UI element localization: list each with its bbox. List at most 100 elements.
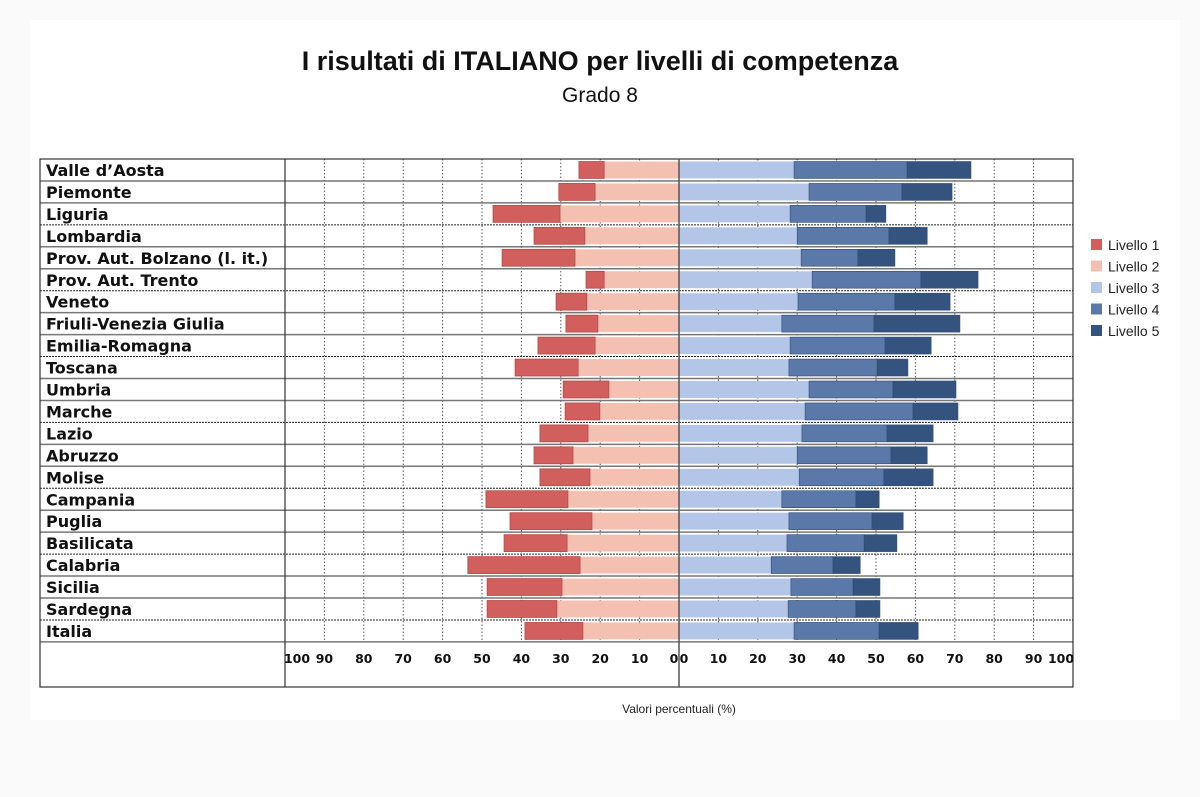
- right-tick-label: 100: [1048, 651, 1074, 666]
- right-tick-label: 80: [985, 651, 1003, 666]
- bar-livello-3: [679, 424, 802, 442]
- left-tick-label: 10: [631, 651, 649, 666]
- left-tick-label: 90: [316, 651, 334, 666]
- chart-title: I risultati di ITALIANO per livelli di c…: [301, 46, 899, 76]
- bar-livello-5: [873, 314, 961, 333]
- bar-livello-1: [492, 204, 561, 223]
- left-tick-label: 0: [670, 651, 679, 666]
- bar-livello-3: [679, 600, 789, 618]
- bar-livello-5: [894, 292, 951, 311]
- left-tick-label: 100: [284, 651, 310, 666]
- legend-label: Livello 2: [1108, 259, 1160, 275]
- left-tick-label: 30: [552, 651, 570, 666]
- bar-livello-2: [573, 446, 679, 464]
- bar-livello-2: [591, 512, 679, 530]
- left-tick-label: 60: [434, 651, 452, 666]
- row-label: Campania: [46, 490, 135, 509]
- bar-livello-3: [679, 227, 798, 245]
- bar-livello-5: [883, 468, 934, 487]
- bar-livello-2: [556, 600, 679, 618]
- x-axis-label: Valori percentuali (%): [622, 702, 736, 716]
- row-label: Veneto: [46, 293, 109, 312]
- bar-livello-1: [503, 534, 568, 553]
- bar-livello-2: [578, 359, 679, 376]
- legend-label: Livello 1: [1108, 237, 1160, 253]
- bar-livello-5: [878, 622, 919, 640]
- bar-livello-1: [585, 270, 605, 289]
- left-tick-label: 80: [355, 651, 373, 666]
- row-label: Molise: [46, 468, 104, 487]
- row-label: Prov. Aut. Trento: [46, 271, 198, 290]
- bar-livello-3: [679, 512, 789, 530]
- bar-livello-3: [679, 161, 795, 179]
- bar-livello-2: [561, 578, 679, 596]
- bar-livello-3: [679, 446, 798, 464]
- bar-livello-1: [467, 556, 581, 574]
- bar-livello-2: [586, 293, 679, 311]
- bar-livello-4: [798, 468, 885, 487]
- bar-livello-3: [679, 359, 789, 376]
- bar-livello-2: [560, 205, 679, 223]
- bar-livello-2: [604, 161, 679, 179]
- bar-livello-4: [787, 600, 857, 618]
- legend-swatch: [1091, 303, 1102, 315]
- bar-livello-1: [558, 183, 596, 201]
- bar-livello-3: [679, 381, 810, 398]
- row-label: Puglia: [46, 512, 102, 531]
- right-tick-label: 10: [710, 651, 728, 666]
- bar-livello-5: [832, 556, 861, 574]
- row-label: Lazio: [46, 424, 93, 443]
- bar-livello-5: [884, 336, 932, 355]
- bar-livello-2: [574, 249, 679, 267]
- bar-livello-4: [808, 183, 903, 201]
- row-label: Valle d’Aosta: [46, 161, 165, 180]
- left-tick-label: 50: [473, 651, 491, 666]
- row-label: Friuli-Venezia Giulia: [46, 315, 225, 334]
- bar-livello-4: [801, 424, 888, 443]
- bar-livello-4: [789, 205, 867, 223]
- bar-livello-3: [679, 578, 791, 596]
- bar-livello-4: [793, 161, 908, 179]
- right-tick-label: 0: [680, 651, 689, 666]
- bar-livello-4: [781, 490, 857, 509]
- bar-livello-3: [679, 402, 806, 420]
- bar-livello-2: [589, 468, 679, 486]
- legend-label: Livello 5: [1108, 323, 1160, 339]
- bar-livello-5: [886, 424, 934, 443]
- bar-livello-5: [863, 534, 898, 552]
- bar-livello-1: [539, 468, 591, 487]
- bar-livello-2: [597, 315, 679, 333]
- bar-livello-1: [533, 446, 574, 465]
- bar-livello-3: [679, 205, 791, 223]
- bar-livello-2: [567, 490, 679, 508]
- bar-livello-2: [595, 183, 679, 201]
- bar-livello-3: [679, 271, 813, 289]
- bar-livello-4: [808, 380, 894, 399]
- row-label: Prov. Aut. Bolzano (l. it.): [46, 249, 268, 268]
- bar-livello-5: [871, 512, 904, 530]
- right-tick-label: 60: [907, 651, 925, 666]
- chart-frame: [39, 158, 1074, 688]
- bar-livello-1: [509, 512, 593, 531]
- row-label: Italia: [46, 622, 92, 641]
- row-label: Sardegna: [46, 600, 132, 619]
- row-label: Lombardia: [46, 227, 142, 246]
- bar-livello-3: [679, 293, 798, 311]
- bar-livello-5: [855, 600, 881, 618]
- bar-livello-2: [582, 622, 679, 640]
- legend-swatch: [1091, 260, 1102, 272]
- legend-swatch: [1091, 282, 1102, 293]
- left-tick-label: 40: [513, 651, 531, 666]
- bar-livello-3: [679, 468, 800, 486]
- bar-livello-4: [788, 512, 873, 530]
- bar-livello-4: [797, 292, 896, 311]
- bar-livello-1: [562, 380, 610, 399]
- bar-livello-3: [679, 556, 772, 574]
- bar-livello-1: [533, 226, 586, 245]
- bar-livello-1: [578, 161, 605, 179]
- row-label: Calabria: [46, 556, 120, 575]
- row-label: Emilia-Romagna: [46, 337, 192, 356]
- bar-livello-4: [804, 402, 914, 421]
- right-tick-label: 50: [867, 651, 885, 666]
